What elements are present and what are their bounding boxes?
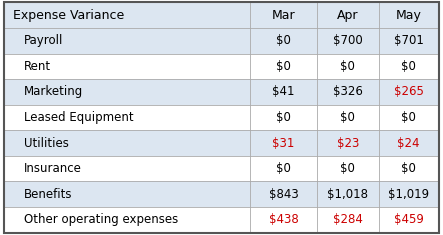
Bar [4, 105, 439, 130]
Bar [4, 130, 439, 156]
Text: $0: $0 [340, 162, 355, 175]
Bar [4, 54, 439, 79]
Bar [4, 156, 439, 181]
Text: $41: $41 [272, 85, 295, 98]
Bar [4, 79, 439, 105]
Text: $843: $843 [268, 188, 299, 201]
Text: $265: $265 [394, 85, 424, 98]
Bar [4, 181, 439, 207]
Text: $1,019: $1,019 [388, 188, 429, 201]
Text: $24: $24 [397, 137, 420, 150]
Text: $0: $0 [340, 111, 355, 124]
Bar [4, 207, 439, 233]
Text: $0: $0 [276, 34, 291, 47]
Text: Mar: Mar [272, 9, 295, 22]
Text: Leased Equipment: Leased Equipment [24, 111, 134, 124]
Text: $0: $0 [340, 60, 355, 73]
Text: $326: $326 [333, 85, 363, 98]
Text: $0: $0 [276, 162, 291, 175]
Bar [4, 2, 439, 28]
Text: $701: $701 [394, 34, 424, 47]
Text: Marketing: Marketing [24, 85, 84, 98]
Text: Utilities: Utilities [24, 137, 69, 150]
Text: $0: $0 [401, 162, 416, 175]
Text: $700: $700 [333, 34, 363, 47]
Text: $23: $23 [337, 137, 359, 150]
Text: Insurance: Insurance [24, 162, 82, 175]
Text: $0: $0 [276, 111, 291, 124]
Text: May: May [396, 9, 422, 22]
Text: $31: $31 [272, 137, 295, 150]
Text: Apr: Apr [337, 9, 358, 22]
Text: Expense Variance: Expense Variance [13, 9, 124, 22]
Text: $438: $438 [268, 213, 299, 226]
Text: $0: $0 [401, 60, 416, 73]
Text: $1,018: $1,018 [327, 188, 368, 201]
Text: $459: $459 [394, 213, 424, 226]
Text: Rent: Rent [24, 60, 51, 73]
Text: $284: $284 [333, 213, 363, 226]
Text: $0: $0 [401, 111, 416, 124]
Bar [4, 28, 439, 54]
Text: Other operating expenses: Other operating expenses [24, 213, 179, 226]
Text: Benefits: Benefits [24, 188, 73, 201]
Text: Payroll: Payroll [24, 34, 64, 47]
Text: $0: $0 [276, 60, 291, 73]
